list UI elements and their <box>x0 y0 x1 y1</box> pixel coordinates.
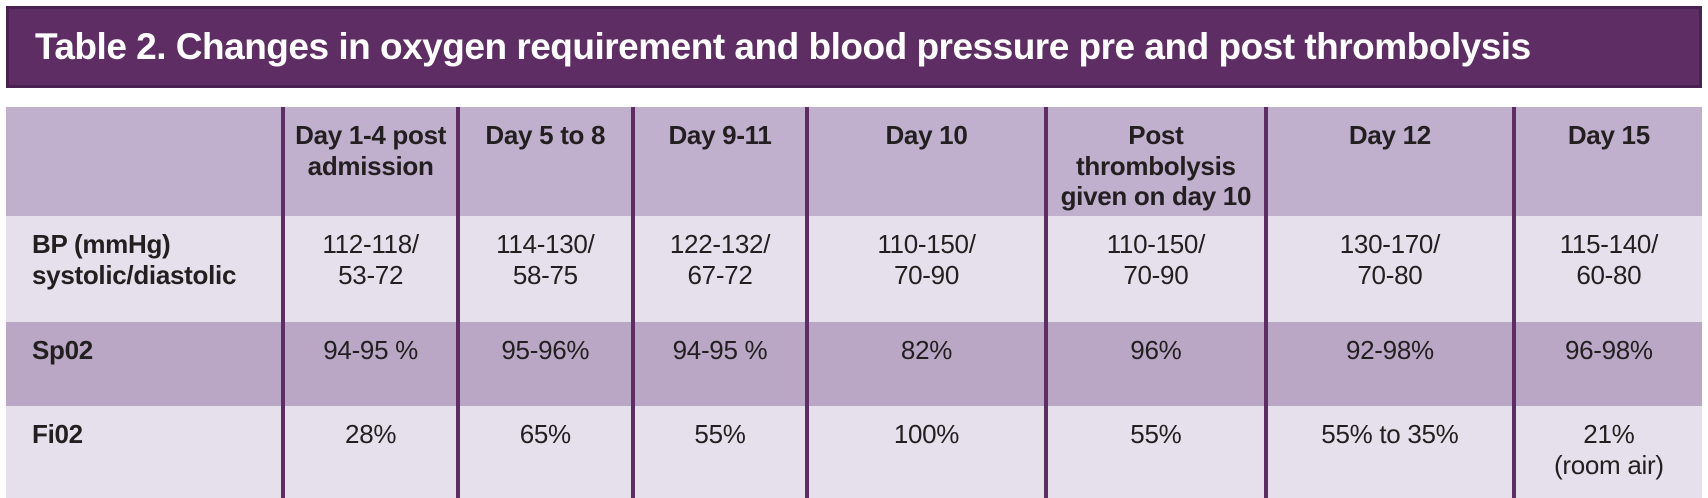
value-cell: 115-140/ 60-80 <box>1511 216 1702 323</box>
value-cell: 94-95 % <box>630 322 808 407</box>
table-title: Table 2. Changes in oxygen requirement a… <box>35 26 1531 67</box>
row-label-sp02: Sp02 <box>6 322 284 407</box>
value-cell: 55% <box>1043 406 1267 498</box>
table-row-bp: BP (mmHg) systolic/diastolic 112-118/ 53… <box>6 216 1702 323</box>
header-cell-day12: Day 12 <box>1264 107 1514 217</box>
value-cell: 92-98% <box>1264 322 1514 407</box>
table-row-fi02: Fi02 28% 65% 55% 100% 55% 55% to 35% 21%… <box>6 406 1702 498</box>
value-cell: 96-98% <box>1511 322 1702 407</box>
row-label-fi02: Fi02 <box>6 406 284 498</box>
value-cell: 122-132/ 67-72 <box>630 216 808 323</box>
value-cell: 100% <box>805 406 1046 498</box>
value-cell: 114-130/ 58-75 <box>455 216 633 323</box>
data-table: Day 1-4 post admission Day 5 to 8 Day 9-… <box>6 107 1702 498</box>
value-cell: 112-118/ 53-72 <box>281 216 458 323</box>
header-cell-day15: Day 15 <box>1511 107 1702 217</box>
header-row: Day 1-4 post admission Day 5 to 8 Day 9-… <box>6 107 1702 217</box>
header-cell-day5-8: Day 5 to 8 <box>455 107 633 217</box>
value-cell: 96% <box>1043 322 1267 407</box>
header-cell-day10: Day 10 <box>805 107 1046 217</box>
value-cell: 110-150/ 70-90 <box>805 216 1046 323</box>
value-cell: 21% (room air) <box>1511 406 1702 498</box>
value-cell: 130-170/ 70-80 <box>1264 216 1514 323</box>
header-cell-empty <box>6 107 284 217</box>
header-cell-post-thrombolysis: Post thrombolysis given on day 10 <box>1043 107 1267 217</box>
table-title-bar: Table 2. Changes in oxygen requirement a… <box>6 6 1702 88</box>
value-cell: 55% to 35% <box>1264 406 1514 498</box>
value-cell: 28% <box>281 406 458 498</box>
value-cell: 82% <box>805 322 1046 407</box>
row-label-bp: BP (mmHg) systolic/diastolic <box>6 216 284 323</box>
value-cell: 65% <box>455 406 633 498</box>
value-cell: 55% <box>630 406 808 498</box>
header-cell-day9-11: Day 9-11 <box>630 107 808 217</box>
value-cell: 110-150/ 70-90 <box>1043 216 1267 323</box>
table-row-sp02: Sp02 94-95 % 95-96% 94-95 % 82% 96% 92-9… <box>6 322 1702 407</box>
value-cell: 94-95 % <box>281 322 458 407</box>
value-cell: 95-96% <box>455 322 633 407</box>
header-cell-day1-4: Day 1-4 post admission <box>281 107 458 217</box>
